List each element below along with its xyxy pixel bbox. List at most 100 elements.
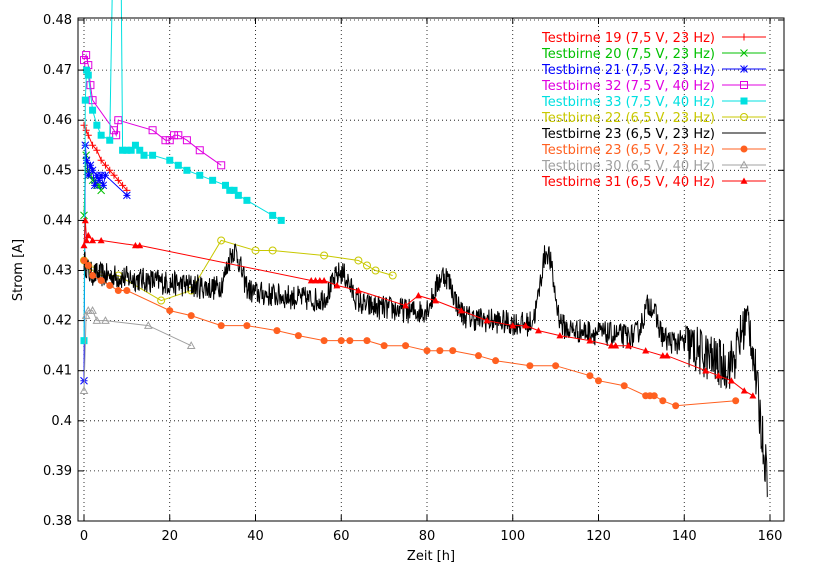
data-point	[114, 287, 122, 295]
data-point	[106, 136, 114, 144]
data-point	[354, 287, 362, 294]
data-point	[371, 266, 380, 275]
data-point	[93, 171, 101, 180]
data-point	[230, 186, 238, 194]
data-point	[195, 146, 204, 155]
data-point	[92, 316, 102, 324]
x-tick-label: 0	[80, 529, 88, 544]
y-tick-label: 0.46	[43, 113, 72, 128]
data-point	[432, 297, 440, 304]
data-point	[89, 141, 97, 149]
data-point	[251, 246, 260, 255]
data-point	[522, 322, 530, 329]
data-point	[83, 306, 93, 314]
data-point	[82, 51, 91, 60]
data-point	[80, 337, 88, 345]
data-point	[217, 161, 226, 170]
y-tick-label: 0.38	[43, 514, 72, 529]
plot-frame	[77, 17, 785, 522]
data-point	[226, 186, 234, 194]
data-point	[402, 342, 410, 350]
series-7	[83, 243, 769, 498]
legend-item: Testbirne 21 (7,5 V, 23 Hz)	[541, 63, 766, 78]
legend-label: Testbirne 21 (7,5 V, 23 Hz)	[541, 63, 715, 78]
data-point	[143, 321, 153, 329]
legend-marker	[740, 113, 748, 121]
data-point	[80, 121, 88, 129]
data-point	[362, 261, 371, 270]
data-point	[123, 146, 131, 154]
data-point	[84, 131, 92, 139]
data-point	[97, 156, 105, 164]
data-point	[88, 166, 97, 175]
legend-item: Testbirne 23 (6,5 V, 23 Hz)	[541, 127, 766, 142]
data-point	[509, 322, 517, 329]
data-point	[436, 347, 444, 355]
tick-layer: 0 20 40 60 80 100 120 140 160 0.38 0.39 0.4 0.41 0.42…	[43, 13, 784, 544]
data-point	[79, 386, 89, 395]
data-point	[84, 231, 92, 239]
data-point	[93, 121, 101, 129]
data-point	[81, 96, 89, 104]
data-point	[663, 352, 671, 359]
y-tick-label: 0.39	[43, 464, 72, 479]
data-point	[183, 166, 191, 174]
data-point	[110, 126, 119, 135]
data-point	[106, 166, 114, 174]
data-point	[136, 146, 144, 154]
data-point	[727, 377, 735, 384]
legend-marker	[740, 177, 748, 184]
legend: Testbirne 19 (7,5 V, 23 Hz)Testbirne 20 …	[541, 31, 766, 190]
data-point	[273, 327, 281, 335]
series-10	[80, 216, 757, 399]
data-point	[337, 337, 345, 345]
data-point	[131, 141, 139, 149]
data-point	[380, 342, 388, 350]
legend-item: Testbirne 32 (7,5 V, 40 Hz)	[541, 79, 766, 94]
series-line	[83, 310, 192, 391]
data-point	[586, 372, 594, 380]
data-point	[221, 181, 229, 189]
data-point	[101, 171, 110, 180]
data-point	[625, 342, 633, 349]
data-point	[81, 311, 91, 319]
data-point	[187, 312, 195, 320]
data-point	[110, 171, 118, 179]
y-tick-label: 0.44	[43, 213, 72, 228]
legend-item: Testbirne 19 (7,5 V, 23 Hz)	[541, 31, 766, 46]
data-point	[89, 236, 97, 244]
x-tick-label: 120	[586, 529, 611, 544]
y-tick-label: 0.41	[43, 364, 72, 379]
series-line	[83, 53, 222, 166]
legend-label: Testbirne 30 (6,5 V, 40 Hz)	[541, 159, 715, 174]
data-point	[157, 296, 166, 305]
data-point	[80, 256, 88, 264]
data-point	[106, 282, 114, 290]
data-point	[595, 377, 602, 385]
y-tick-label: 0.43	[43, 264, 72, 279]
legend-label: Testbirne 32 (7,5 V, 40 Hz)	[541, 79, 715, 94]
data-point	[556, 332, 564, 339]
data-point	[80, 56, 88, 65]
data-point	[93, 146, 101, 154]
data-point	[474, 352, 482, 360]
legend-label: Testbirne 20 (7,5 V, 23 Hz)	[541, 47, 715, 62]
legend-marker	[740, 33, 748, 41]
data-point	[84, 171, 93, 180]
data-point	[148, 126, 157, 135]
data-point	[483, 317, 491, 324]
data-point	[97, 171, 106, 180]
data-point	[97, 236, 105, 244]
x-tick-label: 140	[672, 529, 697, 544]
legend-marker	[740, 81, 748, 89]
data-point	[114, 116, 123, 125]
data-point	[89, 272, 97, 280]
data-point	[140, 151, 148, 159]
data-point	[119, 181, 127, 189]
data-point	[83, 236, 91, 244]
data-point	[80, 241, 88, 249]
data-point	[119, 146, 127, 154]
y-tick-label: 0.4	[51, 414, 72, 429]
data-point	[320, 251, 329, 260]
